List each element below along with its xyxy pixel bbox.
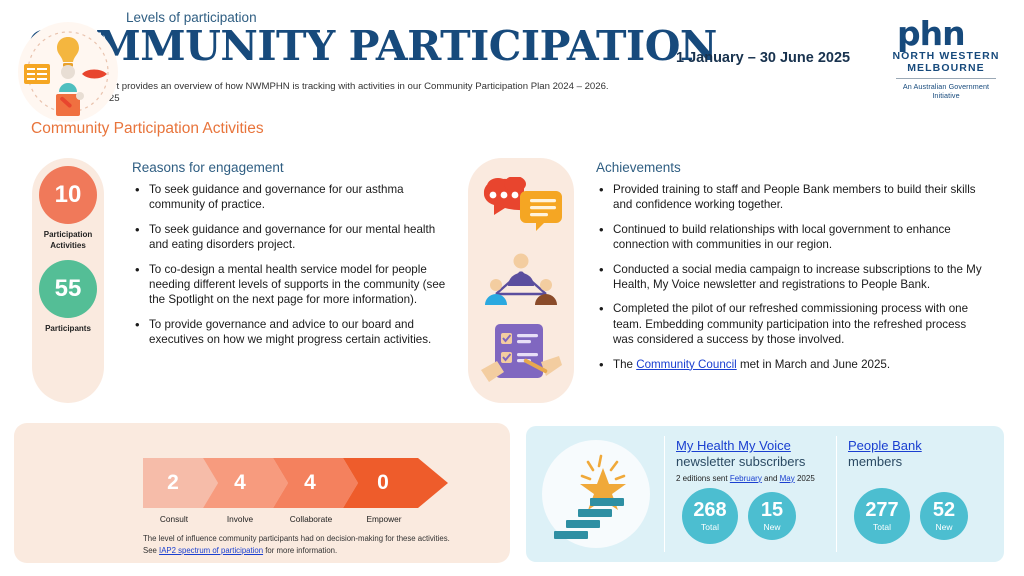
stat-activities-value: 10 (54, 181, 82, 208)
levels-note-post: for more information. (263, 545, 338, 555)
people-bank-new-label: New (935, 522, 953, 532)
level-value-empower: 0 (377, 471, 389, 494)
ach-last-post: met in March and June 2025. (736, 357, 891, 371)
level-label-involve: Involve (226, 514, 254, 524)
reasons-list: To seek guidance and governance for our … (132, 181, 454, 348)
levels-category-labels: Consult Involve Collaborate Empower (143, 514, 453, 528)
page-title: COMMUNITY PARTICIPATION (28, 22, 717, 70)
newsletter-heading-rest: newsletter subscribers (676, 454, 806, 470)
level-label-consult: Consult (159, 514, 189, 524)
may-edition-link[interactable]: May (779, 473, 795, 483)
people-bank-total-value: 277 (865, 499, 899, 521)
stat-activities-circle: 10 (39, 166, 97, 224)
list-item: Provided training to staff and People Ba… (596, 181, 988, 213)
level-value-consult: 2 (167, 471, 179, 494)
speech-bubbles-icon (483, 176, 562, 231)
subscriber-metrics-panel: My Health My Voice newsletter subscriber… (526, 426, 1004, 562)
levels-note: The level of influence community partici… (143, 533, 493, 556)
achievements-list: Provided training to staff and People Ba… (596, 181, 988, 374)
achievements-heading: Achievements (596, 160, 681, 175)
list-item: To co-design a mental health service mod… (132, 261, 454, 308)
people-bank-heading: People Bank members (848, 438, 998, 471)
newsletter-total-label: Total (701, 522, 719, 532)
list-item: To seek guidance and governance for our … (132, 181, 454, 213)
february-edition-link[interactable]: February (729, 473, 762, 483)
list-item: Completed the pilot of our refreshed com… (596, 300, 988, 347)
chevron-segment-involve (203, 458, 288, 508)
achievement-stairs-illustration (542, 440, 650, 548)
panel-divider-1 (664, 436, 665, 552)
engagement-cycle-icon (24, 31, 109, 116)
level-value-involve: 4 (234, 471, 246, 494)
newsletter-total-value: 268 (693, 499, 727, 521)
list-item-community-council: The Community Council met in March and J… (596, 356, 988, 374)
editions-post: 2025 (794, 473, 815, 483)
newsletter-editions-note: 2 editions sent February and May 2025 (676, 474, 828, 483)
levels-note-line1: The level of influence community partici… (143, 534, 450, 543)
people-bank-block: People Bank members (848, 438, 998, 471)
logo-wordmark: phn (897, 14, 966, 53)
stat-participants-value: 55 (54, 274, 82, 302)
people-bank-total-label: Total (873, 522, 891, 532)
chevron-segment-empower (343, 458, 448, 508)
newsletter-total-circle: 268 Total (682, 488, 738, 544)
newsletter-block: My Health My Voice newsletter subscriber… (676, 438, 828, 483)
participation-levels-chart: 2 4 4 0 (143, 458, 453, 508)
levels-note-pre: See (143, 545, 160, 555)
level-value-collaborate: 4 (304, 471, 316, 494)
newsletter-new-value: 15 (760, 499, 784, 521)
stat-participants-label: Participants (45, 323, 91, 333)
logo-divider (896, 78, 996, 80)
stat-activities-label-line2: Activities (50, 240, 86, 250)
my-health-my-voice-link[interactable]: My Health My Voice (676, 438, 791, 453)
checklist-clipboard-icon (481, 324, 562, 383)
stairs-star-icon (554, 454, 626, 539)
ach-last-pre: The (613, 357, 637, 371)
list-item: Conducted a social media campaign to inc… (596, 261, 988, 293)
people-bank-new-circle: 52 New (920, 492, 968, 540)
list-item: To provide governance and advice to our … (132, 316, 454, 348)
chevron-segment-collaborate (273, 458, 358, 508)
logo-line-1: NORTH WESTERN (892, 50, 1000, 63)
level-label-empower: Empower (366, 514, 402, 524)
iap2-spectrum-link[interactable]: IAP2 spectrum of participation (159, 545, 264, 555)
list-item: Continued to build relationships with lo… (596, 221, 988, 253)
engagement-cycle-illustration (18, 22, 118, 122)
people-bank-total-circle: 277 Total (854, 488, 910, 544)
list-item: To seek guidance and governance for our … (132, 221, 454, 253)
editions-pre: 2 editions sent (676, 473, 730, 483)
report-subtitle: This 6 monthly report provides an overvi… (29, 81, 609, 92)
people-bank-heading-rest: members (848, 454, 903, 470)
editions-mid: and (761, 473, 780, 483)
report-date-range: 1 January – 30 June 2025 (676, 50, 851, 66)
logo-line-2: MELBOURNE (907, 62, 985, 75)
level-label-collaborate: Collaborate (289, 514, 333, 524)
stat-activities-label: Participation Activities (44, 230, 92, 252)
newsletter-new-circle: 15 New (748, 492, 796, 540)
logo-tagline: An Australian Government Initiative (902, 82, 990, 101)
chevron-segment-consult (143, 458, 218, 508)
phn-logo: phn NORTH WESTERN MELBOURNE An Australia… (890, 14, 1002, 101)
section-title-activities: Community Participation Activities (31, 120, 264, 137)
levels-title: Levels of participation (126, 10, 257, 25)
reasons-heading: Reasons for engagement (132, 160, 284, 175)
stat-participants-circle: 55 (39, 259, 97, 318)
panel-divider-2 (836, 436, 837, 552)
people-network-icon (485, 253, 557, 306)
newsletter-new-label: New (763, 522, 781, 532)
participation-stats-panel: 10 Participation Activities 55 Participa… (32, 158, 104, 403)
reasons-for-engagement-section: Reasons for engagement To seek guidance … (132, 160, 454, 357)
stat-activities-label-line1: Participation (43, 230, 93, 239)
achievements-section: Achievements Provided training to staff … (596, 160, 988, 381)
newsletter-heading: My Health My Voice newsletter subscriber… (676, 438, 828, 471)
people-bank-link[interactable]: People Bank (848, 438, 922, 453)
community-council-link[interactable]: Community Council (636, 357, 737, 371)
levels-chevron-bars (143, 458, 448, 508)
illustration-panel (468, 158, 574, 403)
people-bank-new-value: 52 (932, 499, 956, 521)
